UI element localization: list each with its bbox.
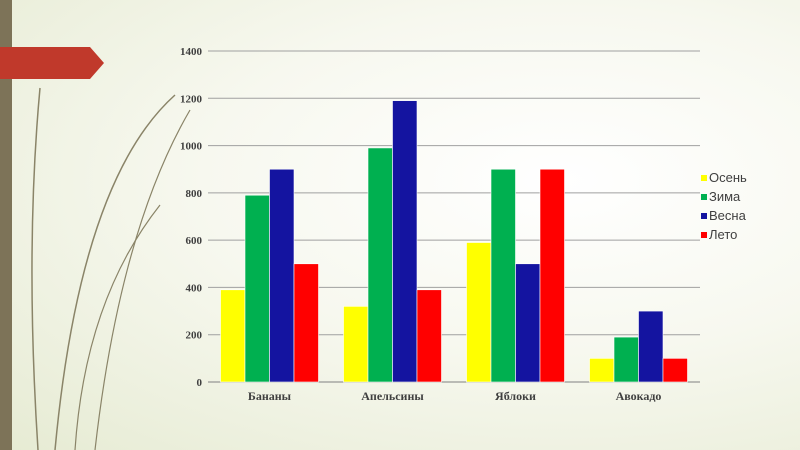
- legend-item-label: Осень: [709, 170, 747, 185]
- bar-Лето-Бананы: [293, 263, 319, 383]
- legend: Осень Зима Весна Лето: [701, 170, 747, 242]
- legend-swatch: [701, 213, 707, 219]
- title-banner: [0, 47, 104, 79]
- y-tick-label: 800: [186, 188, 203, 200]
- bar-Зима-Бананы: [244, 194, 270, 383]
- y-tick-label: 200: [186, 330, 203, 342]
- y-tick-label: 1200: [180, 93, 203, 105]
- x-category-label: Бананы: [248, 389, 292, 403]
- legend-item-label: Зима: [709, 189, 741, 204]
- y-tick-label: 0: [197, 377, 203, 389]
- bars: [220, 100, 688, 383]
- y-axis-ticks: 0 200 400 600 800 1000 1200 1400: [180, 46, 203, 389]
- y-tick-label: 400: [186, 282, 203, 294]
- bar-Лето-Авокадо: [662, 358, 688, 383]
- bar-Зима-Яблоки: [490, 168, 516, 383]
- legend-item-label: Лето: [709, 227, 737, 242]
- bar-Осень-Бананы: [220, 289, 246, 383]
- bar-Весна-Авокадо: [638, 310, 664, 383]
- deco-curve-2: [54, 94, 176, 450]
- y-tick-label: 1000: [180, 141, 203, 153]
- x-category-label: Яблоки: [495, 389, 536, 403]
- x-axis-categories: Бананы Апельсины Яблоки Авокадо: [248, 389, 662, 403]
- bar-Весна-Яблоки: [515, 263, 541, 383]
- x-category-label: Авокадо: [616, 389, 662, 403]
- deco-curve-1: [31, 87, 41, 450]
- x-category-label: Апельсины: [361, 389, 424, 403]
- bar-Весна-Бананы: [269, 168, 295, 383]
- deco-curve-4: [74, 204, 161, 450]
- deco-curve-3: [94, 109, 191, 450]
- bar-Лето-Апельсины: [416, 289, 442, 383]
- bar-Весна-Апельсины: [392, 100, 418, 383]
- accent-sidebar: [0, 0, 12, 450]
- bar-Зима-Авокадо: [613, 336, 639, 383]
- legend-item-label: Весна: [709, 208, 747, 223]
- bar-Осень-Апельсины: [343, 306, 369, 383]
- bar-Зима-Апельсины: [367, 147, 393, 383]
- legend-swatch: [701, 232, 707, 238]
- bar-Лето-Яблоки: [539, 168, 565, 383]
- legend-swatch: [701, 194, 707, 200]
- legend-swatch: [701, 175, 707, 181]
- bar-Осень-Яблоки: [466, 242, 492, 383]
- y-tick-label: 1400: [180, 46, 203, 58]
- bar-Осень-Авокадо: [589, 358, 615, 383]
- y-tick-label: 600: [186, 235, 203, 247]
